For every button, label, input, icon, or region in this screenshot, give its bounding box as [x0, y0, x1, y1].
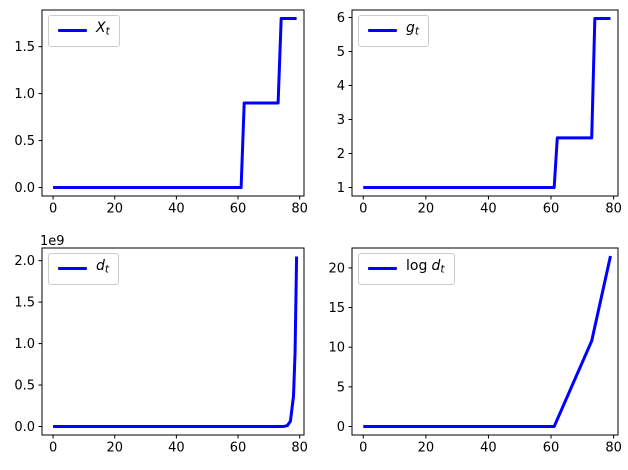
- series-line: [363, 255, 612, 429]
- y-tick-label: 5: [337, 45, 345, 60]
- x-tick-label: 40: [168, 441, 185, 456]
- y-tick-label: 1.5: [14, 40, 35, 55]
- legend-label: gt: [406, 20, 419, 41]
- y-axis-offset-text: 1e9: [40, 234, 65, 249]
- x-tick-label: 40: [480, 441, 497, 456]
- y-tick-label: 3: [337, 113, 345, 128]
- legend-label-sub: t: [440, 263, 445, 276]
- y-tick-label: 2.0: [14, 254, 35, 269]
- legend-label-sub: t: [414, 25, 420, 38]
- x-tick-label: 20: [418, 441, 435, 456]
- x-tick-label: 0: [49, 441, 57, 456]
- legend-dt: dt: [48, 253, 120, 285]
- y-tick-label: 0: [337, 420, 345, 435]
- x-tick-label: 80: [291, 441, 308, 456]
- plot-canvas-dt: 0 20 40 60 80 0.0 0.5 1.0 1.5 2.0: [14, 247, 308, 456]
- subplot-gt: 0 20 40 60 80 1 2 3 4 5 6 gt: [314, 0, 628, 235]
- x-tick-label: 60: [230, 441, 247, 456]
- legend-label-var: d: [431, 258, 441, 274]
- x-tick-label: 80: [605, 441, 622, 456]
- y-tick-label: 15: [328, 301, 345, 316]
- subplot-log-dt: 0 20 40 60 80 0 5 10 15 20 log dt: [314, 235, 628, 470]
- subplot-xt: 0 20 40 60 80 0.0 0.5 1.0 1.5 Xt: [0, 0, 314, 235]
- y-tick-label: 1: [337, 181, 345, 196]
- legend-label: dt: [96, 258, 109, 279]
- y-tick-label: 1.0: [14, 87, 35, 102]
- x-tick-label: 80: [605, 202, 622, 217]
- x-tick-label: 0: [49, 202, 57, 217]
- x-tick-label: 60: [230, 202, 247, 217]
- legend-label-sub: t: [105, 25, 110, 38]
- x-tick-label: 60: [543, 441, 560, 456]
- x-tick-label: 40: [168, 202, 185, 217]
- legend-line-swatch: [58, 28, 87, 32]
- x-tick-label: 20: [106, 441, 123, 456]
- axes-frame: [41, 247, 305, 436]
- plot-canvas-log-dt: 0 20 40 60 80 0 5 10 15 20: [328, 247, 622, 456]
- legend-label-var: g: [406, 20, 415, 36]
- axes-frame: [351, 247, 619, 436]
- y-tick-label: 1.5: [14, 296, 35, 311]
- axes-frame: [41, 9, 305, 197]
- legend-log-dt: log dt: [358, 253, 455, 285]
- x-tick-label: 60: [543, 202, 560, 217]
- axes-frame: [351, 9, 619, 197]
- legend-label-var: d: [96, 258, 105, 274]
- y-tick-label: 4: [337, 79, 345, 94]
- x-tick-label: 20: [106, 202, 123, 217]
- legend-label: Xt: [96, 20, 110, 41]
- series-line: [53, 256, 299, 428]
- legend-label-var: X: [96, 20, 106, 36]
- y-tick-label: 6: [337, 11, 345, 26]
- series-line: [53, 16, 297, 190]
- y-tick-label: 20: [328, 261, 345, 276]
- x-tick-label: 0: [359, 441, 367, 456]
- plot-canvas-xt: 0 20 40 60 80 0.0 0.5 1.0 1.5: [14, 9, 308, 217]
- legend-gt: gt: [358, 15, 430, 47]
- legend-xt: Xt: [48, 15, 120, 47]
- legend-label-prefix: log: [406, 258, 428, 274]
- y-tick-label: 0.5: [14, 379, 35, 394]
- y-tick-label: 10: [328, 341, 345, 356]
- x-tick-label: 80: [291, 202, 308, 217]
- y-tick-label: 2: [337, 147, 345, 162]
- subplot-dt: 0 20 40 60 80 0.0 0.5 1.0 1.5 2.0 1e9 dt: [0, 234, 314, 470]
- legend-label: log dt: [406, 258, 445, 279]
- y-tick-label: 1.0: [14, 337, 35, 352]
- series-line: [363, 17, 611, 189]
- y-tick-label: 0.0: [14, 420, 35, 435]
- y-tick-label: 0.5: [14, 134, 35, 149]
- x-tick-label: 20: [418, 202, 435, 217]
- x-tick-label: 40: [480, 202, 497, 217]
- plot-canvas-gt: 0 20 40 60 80 1 2 3 4 5 6: [337, 9, 622, 217]
- legend-line-swatch: [58, 266, 87, 270]
- legend-label-sub: t: [104, 263, 110, 276]
- y-tick-label: 5: [337, 380, 345, 395]
- y-tick-label: 0.0: [14, 181, 35, 196]
- legend-line-swatch: [368, 28, 397, 32]
- x-tick-label: 0: [359, 202, 367, 217]
- legend-line-swatch: [368, 266, 397, 270]
